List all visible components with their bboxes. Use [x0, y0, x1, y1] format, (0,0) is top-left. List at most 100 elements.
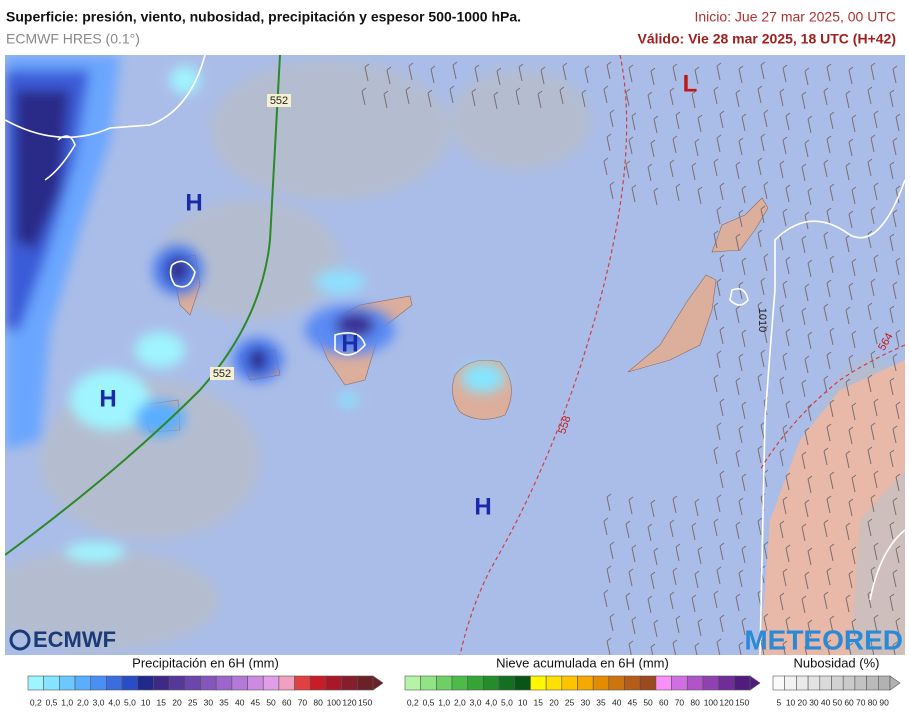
legend-label: 10 [518, 697, 528, 707]
legend-label: 50 [833, 697, 843, 707]
legend-swatch [309, 675, 327, 691]
wind-barb [653, 187, 659, 206]
legend-label: 5,0 [501, 697, 513, 707]
wind-barb [760, 133, 766, 152]
legend-swatch [168, 675, 186, 691]
wind-barb [713, 446, 719, 465]
wind-barb [452, 61, 458, 80]
legend-label: 70 [298, 697, 308, 707]
legend-swatch [592, 675, 610, 691]
wind-barb [713, 158, 719, 177]
title: Superficie: presión, viento, nubosidad, … [6, 9, 521, 25]
wind-barb [694, 570, 700, 589]
wind-barb [829, 399, 835, 418]
map: H H H H L 552 552 558 564 1010 ECMWF MET… [5, 55, 905, 655]
wind-barb [807, 187, 813, 206]
wind-barb [895, 473, 901, 492]
wind-barb [562, 62, 568, 81]
wind-barb [779, 448, 785, 467]
wind-barb [631, 616, 637, 635]
legend-swatch [90, 675, 107, 691]
wind-barb [735, 89, 741, 108]
legend-label: 80 [690, 697, 700, 707]
wind-barb [606, 565, 612, 584]
wind-barb [631, 184, 637, 203]
legend-swatch [831, 675, 844, 691]
wind-barb [826, 135, 832, 154]
legend-swatch [514, 675, 531, 691]
wind-barb [851, 114, 857, 133]
wind-barb [870, 422, 876, 441]
wind-barb [719, 326, 725, 345]
wind-barb [741, 401, 747, 420]
wind-barb [826, 423, 832, 442]
wind-barb [603, 157, 609, 176]
wind-barb [672, 567, 678, 586]
wind-barb [738, 641, 744, 655]
legend-swatch [796, 675, 809, 691]
legend-swatch [671, 675, 688, 691]
wind-barb [741, 113, 747, 132]
wind-barb [785, 256, 791, 275]
wind-barb [782, 568, 788, 587]
wind-barb [892, 569, 898, 588]
wind-barb [848, 426, 854, 445]
wind-barb [892, 281, 898, 300]
wind-barb [845, 162, 851, 181]
wind-barb [892, 65, 898, 84]
wind-barb [691, 90, 697, 109]
legend-swatch [866, 675, 879, 691]
legend-label: 30 [809, 697, 819, 707]
legend-label: 50 [266, 697, 276, 707]
wind-barb [785, 184, 791, 203]
legend-label: 90 [879, 697, 889, 707]
legend-label: 40 [612, 697, 622, 707]
wind-barb [801, 307, 807, 326]
wind-barb [895, 545, 901, 564]
wind-barb [829, 183, 835, 202]
wind-barb [609, 613, 615, 632]
pressure-centers: H H H H L [99, 70, 697, 520]
wind-barb [867, 446, 873, 465]
wind-barb [870, 638, 876, 655]
wind-barb [823, 303, 829, 322]
wind-barb [760, 205, 766, 224]
legend-swatch [545, 675, 563, 691]
wind-barb [603, 517, 609, 536]
legend-label: 100 [704, 697, 718, 707]
wind-barb [735, 521, 741, 540]
wind-barb [716, 134, 722, 153]
legend-swatch [121, 675, 139, 691]
wind-barb [851, 474, 857, 493]
legend-title: Nieve acumulada en 6H (mm) [496, 655, 669, 670]
legend-swatch [43, 675, 60, 691]
legend-swatch [357, 675, 374, 691]
wind-barb [647, 595, 653, 614]
wind-barb [697, 114, 703, 133]
wind-barb [653, 619, 659, 638]
wind-barb [559, 86, 565, 105]
wind-barb [738, 65, 744, 84]
wind-barb [801, 163, 807, 182]
wind-barb [713, 518, 719, 537]
wind-barbs [361, 61, 901, 655]
wind-barb [653, 115, 659, 134]
wind-barb [694, 642, 700, 655]
legend-swatch [624, 675, 641, 691]
wind-barb [716, 566, 722, 585]
wind-barb [873, 182, 879, 201]
wind-barb [735, 377, 741, 396]
wind-barb [779, 88, 785, 107]
wind-barb [782, 496, 788, 515]
wind-barb [845, 594, 851, 613]
wind-barb [848, 138, 854, 157]
wind-barb [782, 424, 788, 443]
legend-label: 15 [157, 697, 167, 707]
legend-label: 15 [534, 697, 544, 707]
wind-barb [603, 85, 609, 104]
wind-barb [823, 519, 829, 538]
wind-barb [581, 89, 587, 108]
legend-swatch [215, 675, 233, 691]
wind-barb [625, 520, 631, 539]
wind-barb [807, 259, 813, 278]
